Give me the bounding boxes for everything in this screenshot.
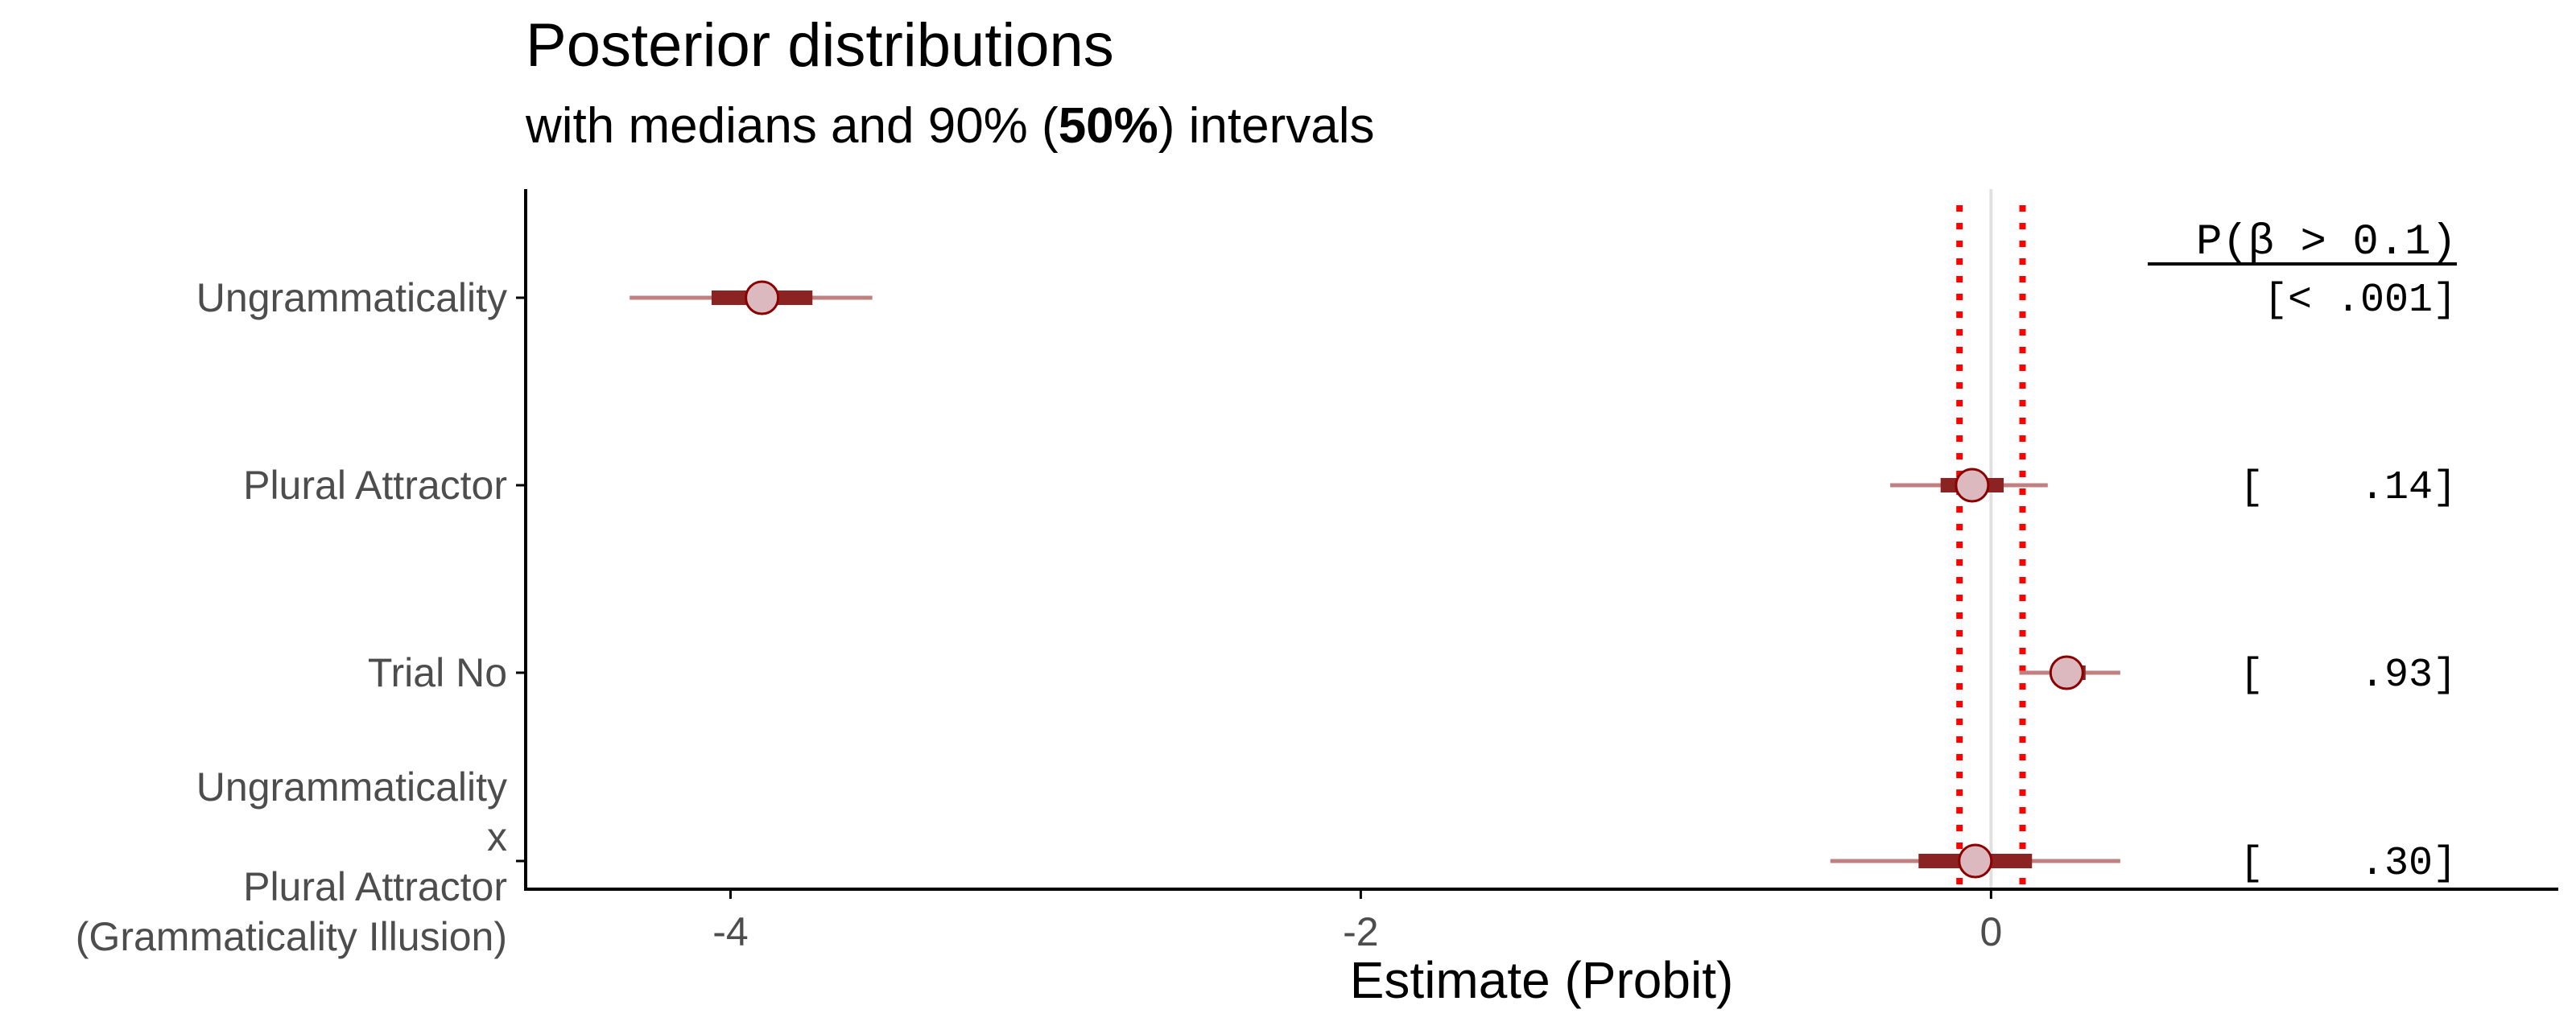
subtitle-pre: with medians and 90% ( (525, 98, 1059, 154)
plot-area: -4 -2 0 P(β > 0.1) Ungrammaticality [< .001] P… (76, 189, 2558, 959)
median-point (1955, 468, 1990, 503)
y-tick-label: Plural Attractor (243, 463, 507, 508)
x-tick-label: -4 (712, 909, 748, 954)
median-point (745, 280, 780, 315)
x-tick-label: -2 (1343, 909, 1378, 954)
prob-label: [< .001] (2264, 278, 2457, 323)
prob-label: [ .93] (2240, 653, 2457, 698)
y-tick-label: (Grammaticality Illusion) (76, 914, 507, 959)
x-tick-label: 0 (1979, 909, 2002, 954)
median-point (1958, 843, 1993, 879)
x-axis-label: Estimate (Probit) (1350, 951, 1734, 1009)
median-point (2049, 655, 2084, 690)
subtitle-post: ) intervals (1158, 98, 1375, 154)
prob-column-header: P(β > 0.1) (2196, 218, 2457, 267)
chart-title: Posterior distributions (526, 11, 1114, 80)
y-tick-label: Ungrammaticality (196, 275, 507, 320)
prob-label: [ .14] (2240, 465, 2457, 511)
chart-subtitle: with medians and 90% (50%) intervals (525, 98, 1375, 154)
y-tick-label: x (487, 814, 507, 859)
y-tick-label: Ungrammaticality (196, 764, 507, 810)
y-tick-label: Trial No (368, 650, 507, 695)
subtitle-bold: 50% (1059, 98, 1158, 154)
prob-label: [ .30] (2240, 841, 2457, 887)
y-tick-label: Plural Attractor (243, 864, 507, 909)
